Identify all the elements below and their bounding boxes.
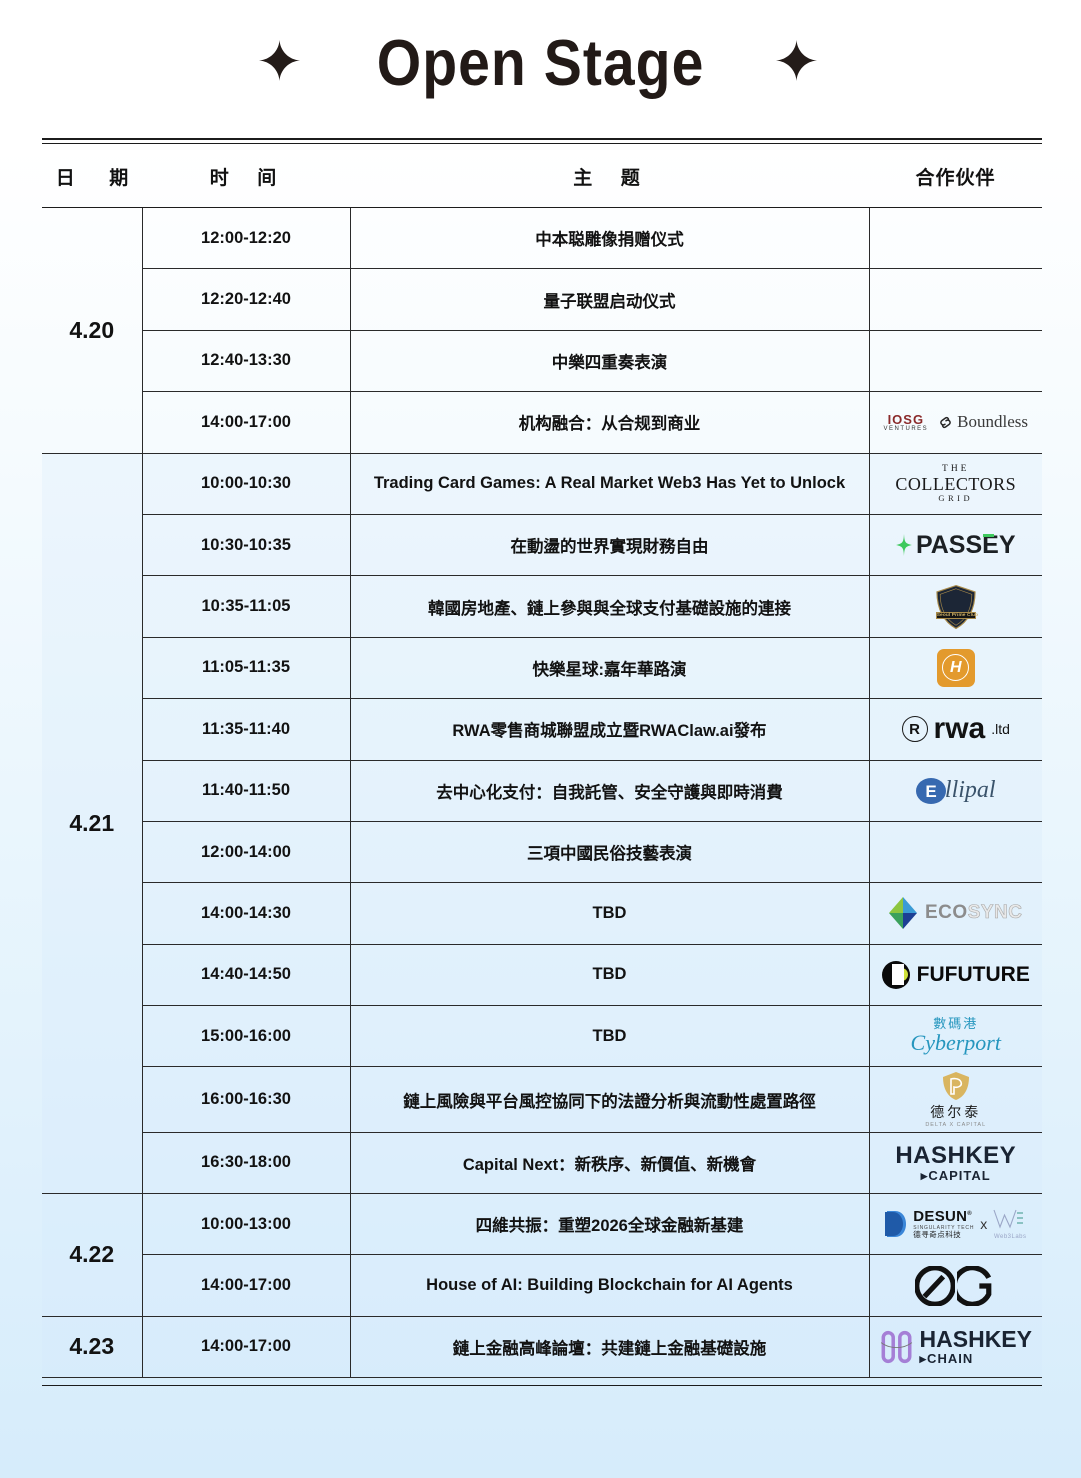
svg-text:E: E xyxy=(925,782,936,801)
